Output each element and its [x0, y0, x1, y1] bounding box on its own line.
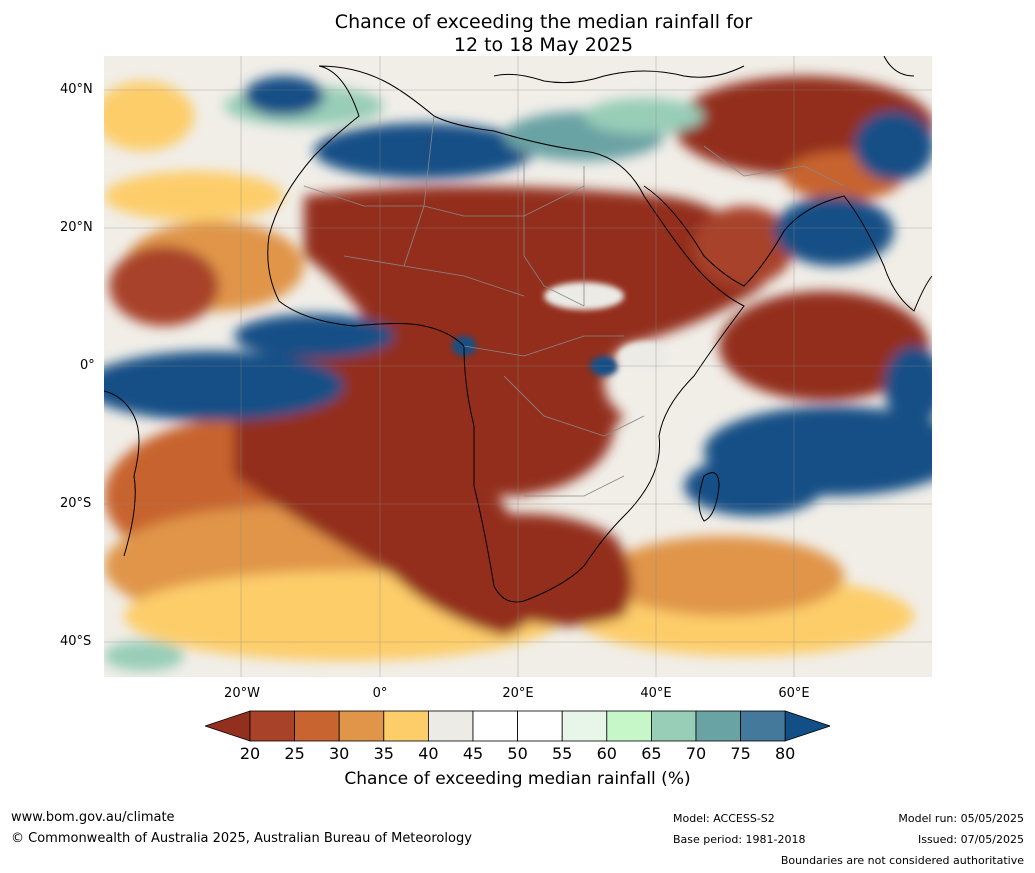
- model-run-date: Model run: 05/05/2025: [898, 812, 1024, 825]
- colorbar-tick-label: 25: [284, 744, 305, 763]
- graticule-lines: [104, 56, 932, 677]
- copyright-text: © Commonwealth of Australia 2025, Austra…: [11, 831, 472, 846]
- colorbar-label: Chance of exceeding median rainfall (%): [344, 769, 691, 789]
- lon-label-0: 0°: [372, 686, 388, 701]
- boundaries-disclaimer: Boundaries are not considered authoritat…: [780, 854, 1024, 867]
- colorbar-segment: [561, 710, 608, 742]
- rainfall-probability-map: [104, 56, 932, 677]
- colorbar-tick-label: 60: [596, 744, 617, 763]
- issued-date: Issued: 07/05/2025: [917, 833, 1024, 846]
- lat-label-20s: 20°S: [60, 496, 92, 511]
- lon-label-20e: 20°E: [502, 686, 534, 701]
- lat-label-20n: 20°N: [60, 220, 93, 235]
- colorbar-tick-label: 35: [373, 744, 394, 763]
- map-title-line1: Chance of exceeding the median rainfall …: [334, 11, 753, 33]
- lat-label-40s: 40°S: [60, 634, 92, 649]
- base-period: Base period: 1981-2018: [673, 833, 806, 846]
- colorbar-arrow-low: [205, 710, 251, 742]
- colorbar-segment: [517, 710, 563, 742]
- coastline-outlines: [104, 56, 932, 603]
- colorbar-segment: [606, 710, 652, 742]
- colorbar-segment: [383, 710, 429, 742]
- colorbar-tick-label: 70: [685, 744, 707, 763]
- colorbar-tick-label: 20: [239, 744, 261, 763]
- colorbar-tick-label: 30: [329, 744, 350, 763]
- colorbar-segment: [249, 710, 295, 742]
- colorbar: [205, 710, 830, 742]
- colorbar-tick-label: 40: [418, 744, 439, 763]
- colorbar-segment: [695, 710, 741, 742]
- lon-label-20w: 20°W: [224, 686, 260, 701]
- model-name: Model: ACCESS-S2: [673, 812, 775, 825]
- probability-speckle: [452, 282, 670, 376]
- colorbar-tick-label: 50: [507, 744, 528, 763]
- lat-label-40n: 40°N: [60, 82, 93, 97]
- probability-field: [104, 76, 932, 671]
- colorbar-tick-label: 65: [641, 744, 662, 763]
- colorbar-tick-label: 45: [462, 744, 484, 763]
- colorbar-arrow-high: [784, 710, 830, 742]
- colorbar-tick-label: 55: [552, 744, 573, 763]
- colorbar-segment: [472, 710, 518, 742]
- colorbar-tick-label: 80: [775, 744, 796, 763]
- website-link[interactable]: www.bom.gov.au/climate: [11, 810, 175, 825]
- colorbar-tick-label: 75: [730, 744, 751, 763]
- colorbar-segment: [294, 710, 340, 742]
- colorbar-segment: [338, 710, 385, 742]
- colorbar-segment: [740, 710, 786, 742]
- colorbar-segment: [650, 710, 697, 742]
- lon-label-60e: 60°E: [778, 686, 810, 701]
- lon-label-40e: 40°E: [640, 686, 672, 701]
- country-borders: [303, 115, 845, 497]
- colorbar-segment: [427, 710, 474, 742]
- lat-label-0: 0°: [80, 358, 95, 373]
- map-title-line2: 12 to 18 May 2025: [453, 34, 634, 56]
